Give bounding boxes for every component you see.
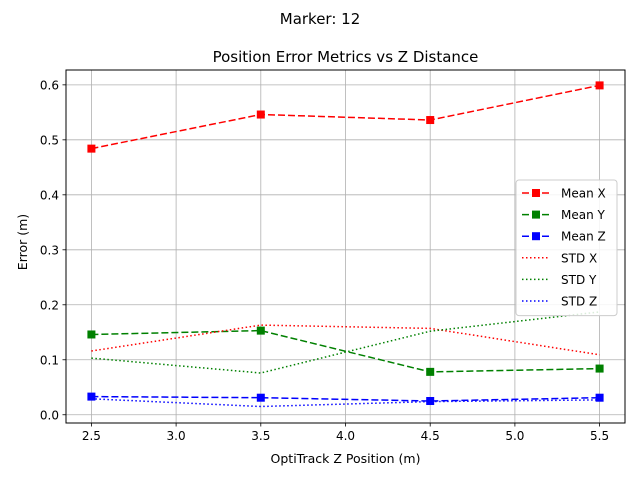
legend-label-mean-x: Mean X xyxy=(561,187,606,201)
data-point-mean-y xyxy=(87,330,96,339)
series-layer xyxy=(87,81,604,408)
series-line-mean-y xyxy=(91,329,600,373)
data-point-mean-x xyxy=(595,81,604,90)
series-line-std-x xyxy=(91,324,600,356)
data-point-mean-z xyxy=(256,393,265,402)
chart-title: Position Error Metrics vs Z Distance xyxy=(213,48,479,66)
y-tick-label: 0.2 xyxy=(40,298,59,312)
y-tick-label: 0.0 xyxy=(40,408,59,422)
x-tick-label: 3.5 xyxy=(251,429,270,443)
x-tick-label: 5.0 xyxy=(505,429,524,443)
y-tick-label: 0.6 xyxy=(40,78,59,92)
legend: Mean X Mean Y Mean Z STD X STD Y STD Z xyxy=(515,179,618,317)
x-tick-label: 4.5 xyxy=(421,429,440,443)
data-point-mean-y xyxy=(595,364,604,373)
series-line-mean-x xyxy=(91,84,600,150)
data-point-mean-z xyxy=(87,392,96,401)
data-point-mean-x xyxy=(87,144,96,153)
x-axis-label: OptiTrack Z Position (m) xyxy=(271,451,421,466)
series-line-mean-z xyxy=(91,395,600,402)
legend-box xyxy=(515,179,618,317)
series-line-std-y xyxy=(91,311,600,374)
legend-marker-mean-x xyxy=(532,189,540,197)
axis-ticks: 2.5 3.0 3.5 4.0 4.5 5.0 5.5 0.0 0.1 0.2 0.3 0.4 0.5 0… xyxy=(40,78,609,443)
y-tick-label: 0.3 xyxy=(40,243,59,257)
x-tick-label: 3.0 xyxy=(167,429,186,443)
data-point-mean-z xyxy=(426,397,435,406)
data-point-mean-x xyxy=(256,110,265,119)
legend-label-std-z: STD Z xyxy=(561,295,597,309)
data-point-mean-z xyxy=(595,393,604,402)
legend-label-std-x: STD X xyxy=(561,251,597,265)
x-tick-label: 2.5 xyxy=(82,429,101,443)
legend-label-mean-z: Mean Z xyxy=(561,230,606,244)
x-tick-label: 5.5 xyxy=(590,429,609,443)
grid xyxy=(66,70,625,423)
data-point-mean-x xyxy=(426,116,435,125)
y-tick-label: 0.4 xyxy=(40,188,59,202)
y-axis-label: Error (m) xyxy=(15,214,30,270)
series-line-std-z xyxy=(91,398,600,408)
data-point-mean-y xyxy=(256,326,265,335)
legend-label-mean-y: Mean Y xyxy=(561,208,606,222)
legend-marker-mean-y xyxy=(532,210,540,219)
legend-marker-mean-z xyxy=(532,232,540,241)
y-tick-label: 0.1 xyxy=(40,353,59,367)
y-tick-label: 0.5 xyxy=(40,133,59,147)
legend-label-std-y: STD Y xyxy=(561,273,597,287)
figure-suptitle: Marker: 12 xyxy=(280,10,361,28)
x-tick-label: 4.0 xyxy=(336,429,355,443)
data-point-mean-y xyxy=(426,367,435,376)
